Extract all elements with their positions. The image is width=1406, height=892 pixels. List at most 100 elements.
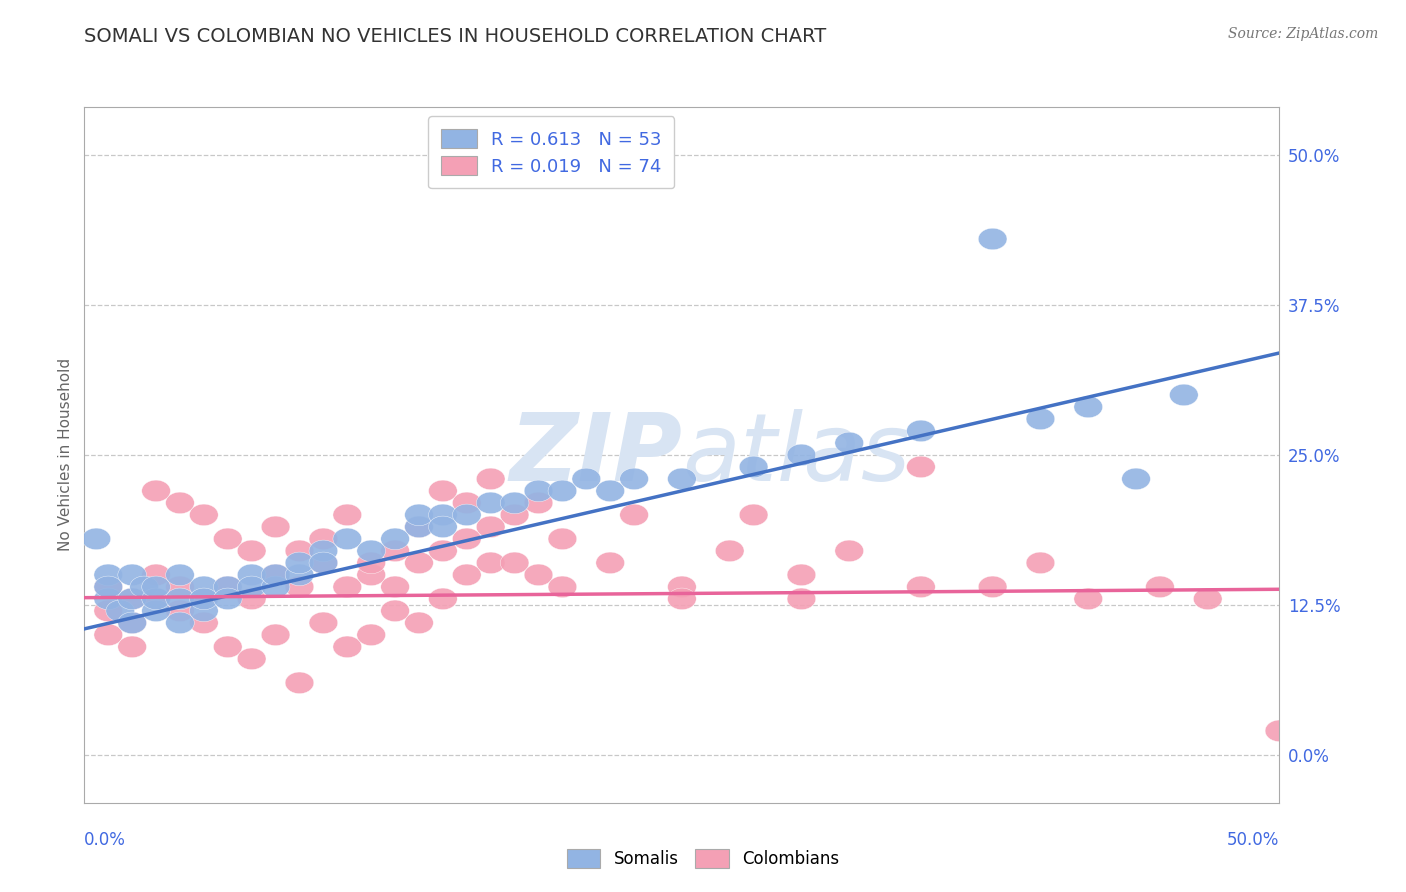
Ellipse shape: [142, 576, 170, 598]
Ellipse shape: [333, 576, 361, 598]
Text: 50.0%: 50.0%: [1227, 830, 1279, 848]
Ellipse shape: [477, 468, 505, 490]
Ellipse shape: [214, 636, 242, 657]
Ellipse shape: [477, 516, 505, 538]
Ellipse shape: [118, 588, 146, 609]
Ellipse shape: [82, 528, 111, 549]
Ellipse shape: [548, 480, 576, 501]
Text: atlas: atlas: [682, 409, 910, 500]
Y-axis label: No Vehicles in Household: No Vehicles in Household: [58, 359, 73, 551]
Ellipse shape: [501, 504, 529, 525]
Ellipse shape: [190, 588, 218, 609]
Ellipse shape: [238, 564, 266, 586]
Ellipse shape: [405, 504, 433, 525]
Ellipse shape: [118, 588, 146, 609]
Ellipse shape: [262, 564, 290, 586]
Ellipse shape: [166, 564, 194, 586]
Ellipse shape: [979, 228, 1007, 250]
Ellipse shape: [262, 564, 290, 586]
Ellipse shape: [285, 564, 314, 586]
Ellipse shape: [907, 576, 935, 598]
Ellipse shape: [381, 576, 409, 598]
Text: Source: ZipAtlas.com: Source: ZipAtlas.com: [1227, 27, 1378, 41]
Ellipse shape: [285, 576, 314, 598]
Legend: R = 0.613   N = 53, R = 0.019   N = 74: R = 0.613 N = 53, R = 0.019 N = 74: [427, 116, 675, 188]
Ellipse shape: [142, 564, 170, 586]
Ellipse shape: [429, 588, 457, 609]
Ellipse shape: [166, 588, 194, 609]
Ellipse shape: [118, 636, 146, 657]
Ellipse shape: [716, 540, 744, 562]
Ellipse shape: [501, 492, 529, 514]
Text: 0.0%: 0.0%: [84, 830, 127, 848]
Ellipse shape: [453, 504, 481, 525]
Ellipse shape: [907, 456, 935, 478]
Ellipse shape: [190, 504, 218, 525]
Ellipse shape: [787, 564, 815, 586]
Ellipse shape: [381, 528, 409, 549]
Ellipse shape: [142, 480, 170, 501]
Ellipse shape: [238, 576, 266, 598]
Ellipse shape: [166, 612, 194, 633]
Ellipse shape: [190, 576, 218, 598]
Ellipse shape: [238, 540, 266, 562]
Ellipse shape: [429, 540, 457, 562]
Ellipse shape: [309, 552, 337, 574]
Ellipse shape: [787, 444, 815, 466]
Ellipse shape: [285, 540, 314, 562]
Ellipse shape: [238, 648, 266, 670]
Ellipse shape: [214, 576, 242, 598]
Ellipse shape: [501, 552, 529, 574]
Ellipse shape: [142, 600, 170, 622]
Ellipse shape: [94, 600, 122, 622]
Ellipse shape: [477, 552, 505, 574]
Legend: Somalis, Colombians: Somalis, Colombians: [560, 843, 846, 875]
Ellipse shape: [835, 432, 863, 454]
Text: ZIP: ZIP: [509, 409, 682, 501]
Ellipse shape: [548, 528, 576, 549]
Ellipse shape: [309, 612, 337, 633]
Ellipse shape: [381, 600, 409, 622]
Ellipse shape: [620, 468, 648, 490]
Ellipse shape: [405, 612, 433, 633]
Ellipse shape: [166, 600, 194, 622]
Ellipse shape: [1026, 409, 1054, 430]
Text: SOMALI VS COLOMBIAN NO VEHICLES IN HOUSEHOLD CORRELATION CHART: SOMALI VS COLOMBIAN NO VEHICLES IN HOUSE…: [84, 27, 827, 45]
Ellipse shape: [262, 516, 290, 538]
Ellipse shape: [524, 492, 553, 514]
Ellipse shape: [979, 576, 1007, 598]
Ellipse shape: [94, 576, 122, 598]
Ellipse shape: [405, 516, 433, 538]
Ellipse shape: [381, 540, 409, 562]
Ellipse shape: [129, 576, 159, 598]
Ellipse shape: [94, 588, 122, 609]
Ellipse shape: [94, 624, 122, 646]
Ellipse shape: [668, 468, 696, 490]
Ellipse shape: [105, 600, 135, 622]
Ellipse shape: [668, 576, 696, 598]
Ellipse shape: [429, 504, 457, 525]
Ellipse shape: [835, 540, 863, 562]
Ellipse shape: [453, 492, 481, 514]
Ellipse shape: [357, 540, 385, 562]
Ellipse shape: [620, 504, 648, 525]
Ellipse shape: [94, 576, 122, 598]
Ellipse shape: [1074, 588, 1102, 609]
Ellipse shape: [524, 564, 553, 586]
Ellipse shape: [357, 564, 385, 586]
Ellipse shape: [429, 480, 457, 501]
Ellipse shape: [1265, 720, 1294, 741]
Ellipse shape: [596, 552, 624, 574]
Ellipse shape: [309, 540, 337, 562]
Ellipse shape: [262, 576, 290, 598]
Ellipse shape: [118, 564, 146, 586]
Ellipse shape: [1026, 552, 1054, 574]
Ellipse shape: [453, 528, 481, 549]
Ellipse shape: [357, 552, 385, 574]
Ellipse shape: [142, 588, 170, 609]
Ellipse shape: [453, 564, 481, 586]
Ellipse shape: [1146, 576, 1174, 598]
Ellipse shape: [309, 552, 337, 574]
Ellipse shape: [357, 624, 385, 646]
Ellipse shape: [405, 516, 433, 538]
